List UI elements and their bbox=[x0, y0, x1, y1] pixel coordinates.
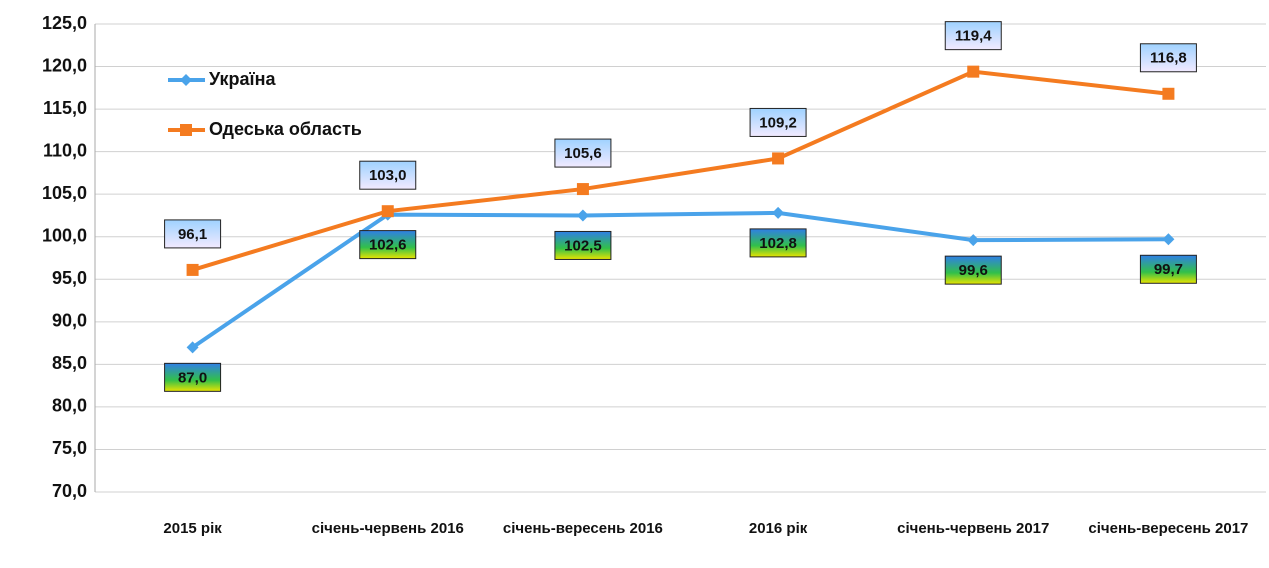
y-tick-label: 95,0 bbox=[52, 268, 87, 288]
legend-label: Україна bbox=[209, 69, 276, 89]
data-label: 109,2 bbox=[749, 107, 807, 137]
y-tick-label: 105,0 bbox=[42, 183, 87, 203]
data-label-text: 96,1 bbox=[178, 226, 207, 243]
data-label-box bbox=[749, 107, 807, 137]
data-label: 102,6 bbox=[359, 230, 417, 260]
data-label-text: 102,8 bbox=[759, 235, 797, 252]
marker bbox=[186, 263, 199, 276]
marker bbox=[772, 152, 785, 165]
data-label-text: 99,7 bbox=[1154, 261, 1183, 278]
data-label-box bbox=[944, 21, 1002, 51]
series-line bbox=[192, 69, 1169, 272]
marker bbox=[381, 205, 394, 218]
data-label: 96,1 bbox=[164, 219, 222, 249]
y-tick-label: 110,0 bbox=[43, 140, 87, 160]
data-label: 99,7 bbox=[1139, 254, 1197, 284]
x-tick-label: січень-червень 2017 bbox=[897, 520, 1050, 537]
data-label-box bbox=[164, 219, 222, 249]
y-tick-label: 70,0 bbox=[52, 481, 87, 501]
data-label: 102,8 bbox=[749, 228, 807, 258]
marker bbox=[967, 234, 980, 247]
data-label-box bbox=[1139, 43, 1197, 73]
marker bbox=[1162, 233, 1175, 246]
data-label: 103,0 bbox=[359, 160, 417, 190]
data-label: 119,4 bbox=[944, 21, 1002, 51]
marker bbox=[576, 209, 589, 222]
data-label-text: 116,8 bbox=[1150, 50, 1187, 67]
y-tick-label: 125,0 bbox=[42, 13, 87, 33]
data-label-box bbox=[359, 160, 417, 190]
data-label-box bbox=[749, 228, 807, 258]
data-label-box bbox=[164, 362, 222, 392]
data-label-box bbox=[944, 255, 1002, 285]
x-tick-label: січень-вересень 2017 bbox=[1088, 520, 1249, 537]
y-tick-label: 120,0 bbox=[42, 55, 87, 75]
marker bbox=[180, 74, 192, 86]
data-label: 87,0 bbox=[164, 362, 222, 392]
legend-label: Одеська область bbox=[209, 119, 362, 139]
marker bbox=[180, 124, 192, 136]
x-tick-label: 2016 рік bbox=[748, 520, 808, 537]
y-tick-label: 85,0 bbox=[52, 353, 87, 373]
data-label-text: 99,6 bbox=[959, 262, 988, 279]
y-tick-label: 115,0 bbox=[43, 98, 87, 118]
data-label-text: 102,5 bbox=[564, 237, 602, 254]
marker bbox=[1162, 87, 1175, 100]
marker bbox=[967, 65, 980, 78]
data-label-box bbox=[554, 230, 612, 260]
marker bbox=[576, 183, 589, 196]
data-label-text: 103,0 bbox=[369, 167, 407, 184]
y-tick-label: 80,0 bbox=[52, 396, 87, 416]
data-label-text: 119,4 bbox=[955, 28, 992, 45]
y-tick-label: 90,0 bbox=[52, 311, 87, 331]
data-label: 105,6 bbox=[554, 138, 612, 168]
data-label-text: 87,0 bbox=[178, 369, 207, 386]
x-tick-label: 2015 рік bbox=[163, 520, 222, 537]
x-tick-label: січень-вересень 2016 bbox=[502, 520, 663, 537]
data-label-box bbox=[1139, 254, 1197, 284]
data-label-text: 109,2 bbox=[759, 114, 797, 131]
data-label: 102,5 bbox=[554, 230, 612, 260]
data-label: 116,8 bbox=[1139, 43, 1197, 73]
data-label-text: 105,6 bbox=[564, 145, 602, 162]
series-line bbox=[191, 210, 1169, 349]
data-label-box bbox=[359, 230, 417, 260]
marker bbox=[186, 341, 199, 354]
data-label: 99,6 bbox=[944, 255, 1002, 285]
data-label-text: 102,6 bbox=[369, 237, 407, 254]
marker bbox=[772, 206, 785, 219]
y-tick-label: 75,0 bbox=[52, 438, 87, 458]
data-label-box bbox=[554, 138, 612, 168]
y-tick-label: 100,0 bbox=[42, 225, 87, 245]
x-tick-label: січень-червень 2016 bbox=[311, 520, 464, 537]
